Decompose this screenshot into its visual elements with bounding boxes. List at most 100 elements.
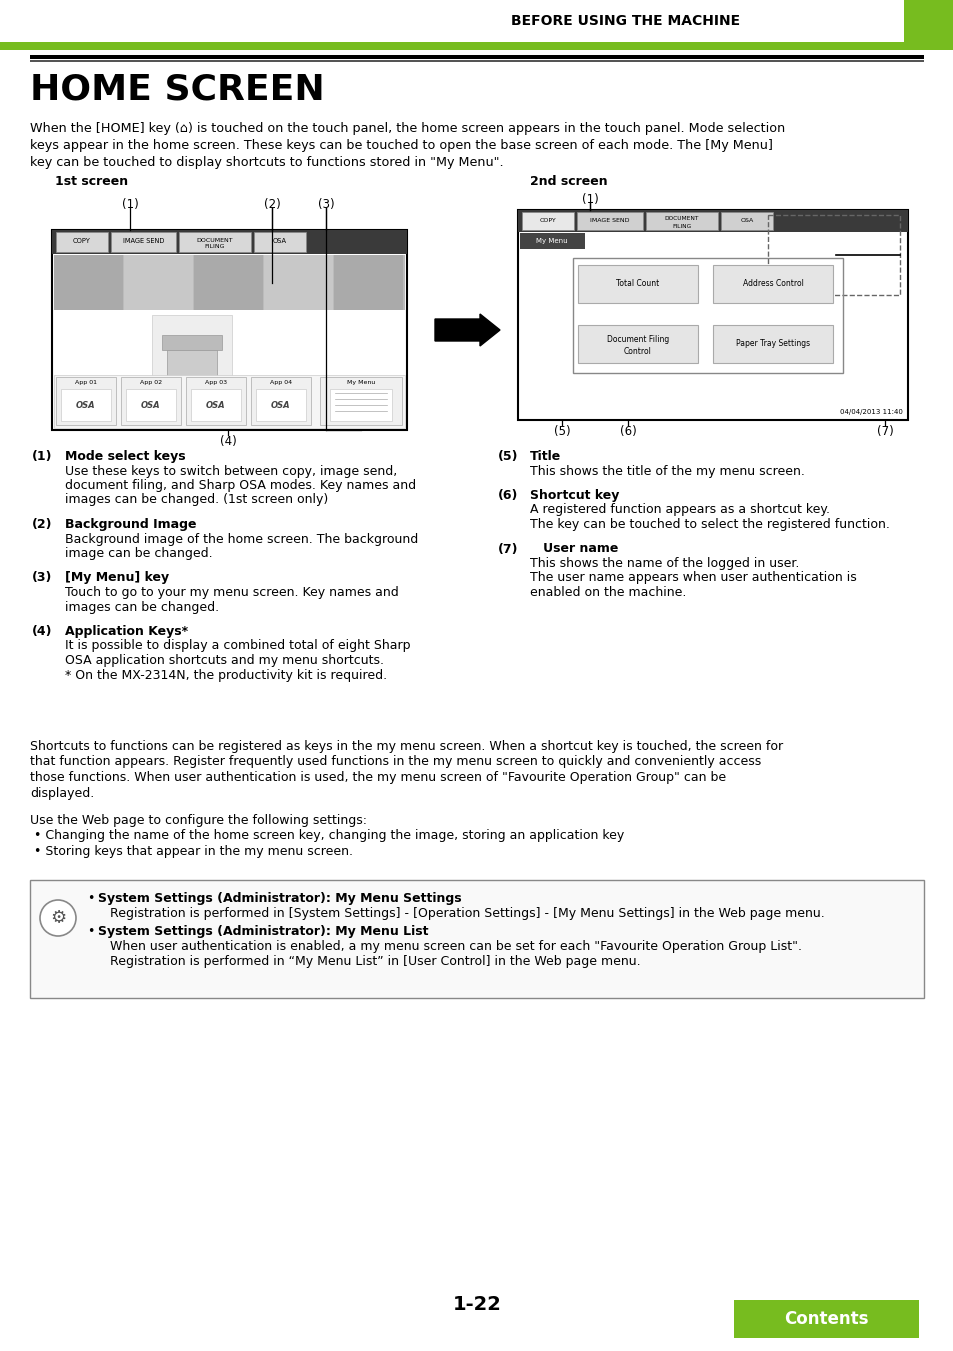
Bar bbox=[30, 880, 923, 998]
Text: (4): (4) bbox=[219, 435, 236, 449]
Text: IMAGE SEND: IMAGE SEND bbox=[590, 219, 629, 223]
Text: COPY: COPY bbox=[539, 219, 556, 223]
Text: IMAGE SEND: IMAGE SEND bbox=[123, 238, 164, 245]
Text: App 03: App 03 bbox=[205, 380, 227, 385]
Bar bbox=[191, 389, 241, 422]
Text: Application Keys*: Application Keys* bbox=[65, 626, 188, 638]
Text: When user authentication is enabled, a my menu screen can be set for each "Favou: When user authentication is enabled, a m… bbox=[98, 940, 801, 952]
Text: (3): (3) bbox=[32, 571, 52, 585]
Text: My Menu: My Menu bbox=[536, 238, 567, 245]
Bar bbox=[124, 255, 193, 309]
Text: Use these keys to switch between copy, image send,: Use these keys to switch between copy, i… bbox=[65, 465, 396, 477]
Text: User name: User name bbox=[530, 543, 618, 555]
Text: COPY: COPY bbox=[73, 238, 91, 245]
Text: OSA: OSA bbox=[271, 400, 291, 409]
Text: DOCUMENT: DOCUMENT bbox=[196, 238, 233, 242]
Text: * On the MX-2314N, the productivity kit is required.: * On the MX-2314N, the productivity kit … bbox=[65, 669, 387, 681]
Circle shape bbox=[40, 900, 76, 936]
Text: System Settings (Administrator): My Menu List: System Settings (Administrator): My Menu… bbox=[98, 925, 428, 938]
Text: The key can be touched to select the registered function.: The key can be touched to select the reg… bbox=[530, 517, 889, 531]
Text: • Changing the name of the home screen key, changing the image, storing an appli: • Changing the name of the home screen k… bbox=[30, 830, 623, 843]
Text: Address Control: Address Control bbox=[741, 280, 802, 289]
Bar bbox=[255, 389, 306, 422]
Text: Touch to go to your my menu screen. Key names and: Touch to go to your my menu screen. Key … bbox=[65, 586, 398, 598]
Bar bbox=[54, 255, 123, 309]
Bar bbox=[334, 255, 402, 309]
Bar bbox=[517, 209, 907, 232]
Text: A registered function appears as a shortcut key.: A registered function appears as a short… bbox=[530, 504, 829, 516]
Text: (3): (3) bbox=[317, 199, 334, 211]
Bar bbox=[767, 215, 899, 295]
Text: (6): (6) bbox=[619, 426, 636, 438]
Bar bbox=[645, 212, 718, 230]
Text: (6): (6) bbox=[497, 489, 517, 503]
Bar bbox=[577, 212, 642, 230]
Bar bbox=[0, 42, 953, 50]
Bar bbox=[251, 377, 311, 426]
Text: App 04: App 04 bbox=[270, 380, 292, 385]
Bar bbox=[54, 376, 405, 428]
Bar bbox=[121, 377, 181, 426]
Text: (2): (2) bbox=[32, 517, 52, 531]
Bar bbox=[111, 232, 175, 253]
Text: [My Menu] key: [My Menu] key bbox=[65, 571, 169, 585]
Text: enabled on the machine.: enabled on the machine. bbox=[530, 586, 685, 598]
Bar bbox=[30, 55, 923, 59]
Bar bbox=[330, 389, 392, 422]
Text: 04/04/2013 11:40: 04/04/2013 11:40 bbox=[840, 409, 902, 415]
Text: images can be changed. (1st screen only): images can be changed. (1st screen only) bbox=[65, 493, 328, 507]
Bar bbox=[253, 232, 306, 253]
Text: System Settings (Administrator): My Menu Settings: System Settings (Administrator): My Menu… bbox=[98, 892, 461, 905]
Bar bbox=[264, 255, 333, 309]
Text: OSA: OSA bbox=[141, 400, 161, 409]
Text: displayed.: displayed. bbox=[30, 786, 94, 800]
Text: This shows the name of the logged in user.: This shows the name of the logged in use… bbox=[530, 557, 799, 570]
Text: (1): (1) bbox=[121, 199, 138, 211]
Text: 2nd screen: 2nd screen bbox=[530, 176, 607, 188]
Bar bbox=[519, 232, 584, 249]
Text: that function appears. Register frequently used functions in the my menu screen : that function appears. Register frequent… bbox=[30, 755, 760, 769]
Text: (5): (5) bbox=[497, 450, 518, 463]
Text: It is possible to display a combined total of eight Sharp: It is possible to display a combined tot… bbox=[65, 639, 410, 653]
Text: Contents: Contents bbox=[783, 1310, 867, 1328]
Bar bbox=[52, 230, 407, 430]
Text: OSA application shortcuts and my menu shortcuts.: OSA application shortcuts and my menu sh… bbox=[65, 654, 384, 667]
Text: App 01: App 01 bbox=[75, 380, 97, 385]
Bar bbox=[61, 389, 111, 422]
Bar bbox=[167, 385, 216, 400]
Bar bbox=[573, 258, 842, 373]
Text: (2): (2) bbox=[263, 199, 280, 211]
Bar bbox=[903, 0, 953, 42]
Bar bbox=[712, 265, 832, 303]
Text: images can be changed.: images can be changed. bbox=[65, 600, 219, 613]
Bar bbox=[720, 212, 772, 230]
Text: Background image of the home screen. The background: Background image of the home screen. The… bbox=[65, 532, 417, 546]
Text: key can be touched to display shortcuts to functions stored in "My Menu".: key can be touched to display shortcuts … bbox=[30, 155, 503, 169]
Text: Registration is performed in “My Menu List” in [User Control] in the Web page me: Registration is performed in “My Menu Li… bbox=[98, 955, 640, 969]
Bar bbox=[319, 377, 401, 426]
Bar bbox=[126, 389, 175, 422]
Text: OSA: OSA bbox=[206, 400, 226, 409]
Bar bbox=[578, 326, 698, 363]
Bar bbox=[179, 232, 251, 253]
Text: Shortcuts to functions can be registered as keys in the my menu screen. When a s: Shortcuts to functions can be registered… bbox=[30, 740, 782, 753]
Text: BEFORE USING THE MACHINE: BEFORE USING THE MACHINE bbox=[511, 14, 740, 28]
Bar bbox=[167, 350, 216, 400]
Text: (4): (4) bbox=[32, 626, 52, 638]
Text: image can be changed.: image can be changed. bbox=[65, 547, 213, 561]
Text: Background Image: Background Image bbox=[65, 517, 196, 531]
Text: DOCUMENT: DOCUMENT bbox=[664, 216, 699, 222]
Text: My Menu: My Menu bbox=[347, 380, 375, 385]
Bar bbox=[56, 232, 108, 253]
Bar bbox=[56, 377, 116, 426]
Text: Paper Tray Settings: Paper Tray Settings bbox=[735, 339, 809, 349]
Bar bbox=[517, 209, 907, 420]
Bar bbox=[712, 326, 832, 363]
Text: document filing, and Sharp OSA modes. Key names and: document filing, and Sharp OSA modes. Ke… bbox=[65, 480, 416, 492]
Text: Use the Web page to configure the following settings:: Use the Web page to configure the follow… bbox=[30, 815, 367, 827]
Text: (5): (5) bbox=[553, 426, 570, 438]
Bar bbox=[52, 230, 407, 254]
Text: Title: Title bbox=[530, 450, 560, 463]
Text: When the [HOME] key (⌂) is touched on the touch panel, the home screen appears i: When the [HOME] key (⌂) is touched on th… bbox=[30, 122, 784, 135]
Text: (7): (7) bbox=[497, 543, 518, 555]
